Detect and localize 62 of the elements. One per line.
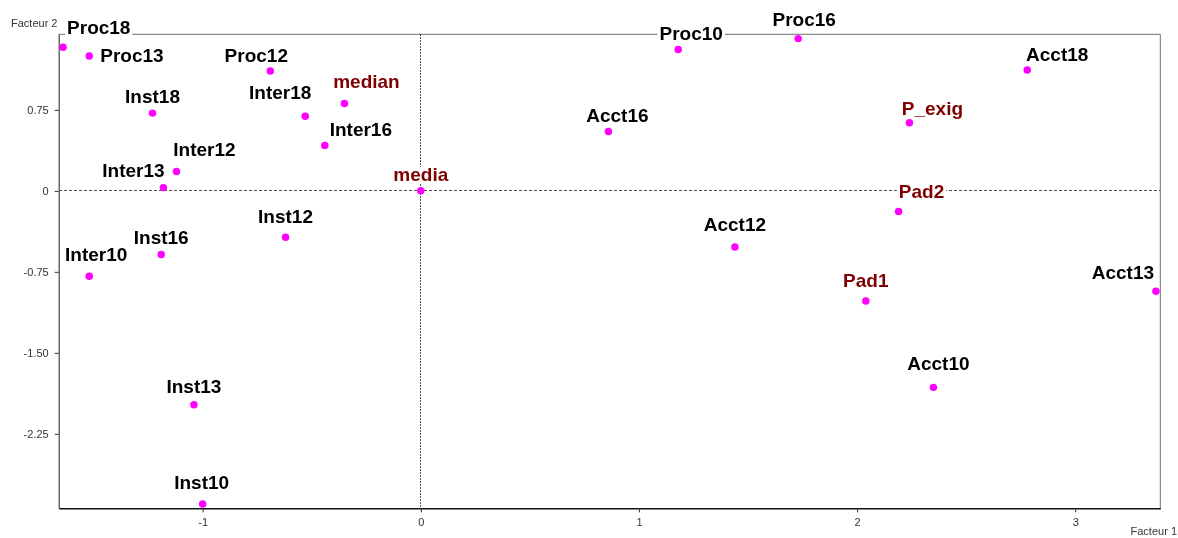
point: [929, 383, 938, 392]
y-tick-label: 0: [42, 184, 49, 197]
y-tick-label: -0.75: [23, 265, 49, 278]
annotation: Inst18: [125, 86, 180, 108]
annotation: Inst10: [174, 471, 230, 493]
annotation: Proc10: [659, 23, 723, 45]
annotation: Proc12: [224, 45, 288, 67]
point: [1023, 66, 1031, 74]
annotation: Inst16: [133, 226, 189, 248]
point: [894, 207, 903, 216]
point: [1152, 287, 1160, 296]
point: [198, 500, 207, 508]
annotation: Inter12: [173, 139, 236, 161]
point: [159, 183, 168, 192]
y-tick-label: -2.25: [23, 427, 49, 440]
annotation: Inter10: [65, 244, 128, 266]
point: [731, 243, 739, 251]
annotation: Pad1: [843, 269, 889, 291]
point: [59, 43, 67, 51]
x-tick-label: 0: [418, 516, 425, 529]
annotation: Acct13: [1091, 262, 1155, 284]
annotation: Acct18: [1026, 43, 1089, 65]
annotation: media: [393, 163, 449, 185]
annotation: Proc16: [772, 8, 836, 30]
point: [905, 119, 914, 127]
x-tick-label: 2: [854, 516, 861, 529]
y-tick-label: -1.50: [23, 346, 49, 359]
annotation: Proc18: [67, 17, 131, 39]
point: [172, 167, 181, 176]
point: [157, 250, 165, 259]
x-tick-label: -1: [198, 516, 209, 529]
annotation: Acct10: [907, 353, 970, 375]
annotation: Inter13: [102, 159, 165, 181]
point: [281, 233, 290, 242]
x-tick-label: 3: [1072, 516, 1079, 529]
point: [85, 272, 93, 280]
x-tick-label: 1: [636, 516, 643, 529]
annotation: median: [333, 71, 400, 93]
point: [794, 34, 802, 43]
point: [340, 99, 349, 108]
y-axis-title: Facteur 2: [11, 17, 58, 29]
annotation: Inst12: [258, 206, 314, 228]
point: [674, 45, 682, 54]
point: [190, 400, 198, 409]
annotation: Inter16: [329, 118, 392, 140]
annotation: Pad2: [898, 181, 945, 203]
annotation: Proc13: [100, 44, 164, 66]
point: [301, 112, 309, 121]
annotation: Inter18: [249, 82, 312, 104]
point: [604, 127, 613, 136]
point: [321, 141, 329, 150]
point: [85, 52, 93, 60]
annotation: P_exig: [901, 97, 964, 119]
annotation: Acct12: [703, 214, 767, 236]
x-axis-title: Facteur 1: [1130, 525, 1177, 537]
annotation: Inst13: [166, 375, 222, 397]
annotation: Acct16: [586, 105, 649, 127]
y-tick-label: 0.75: [27, 103, 49, 116]
point: [148, 109, 157, 117]
point: [266, 67, 275, 75]
point: [862, 297, 870, 305]
point: [417, 187, 425, 195]
